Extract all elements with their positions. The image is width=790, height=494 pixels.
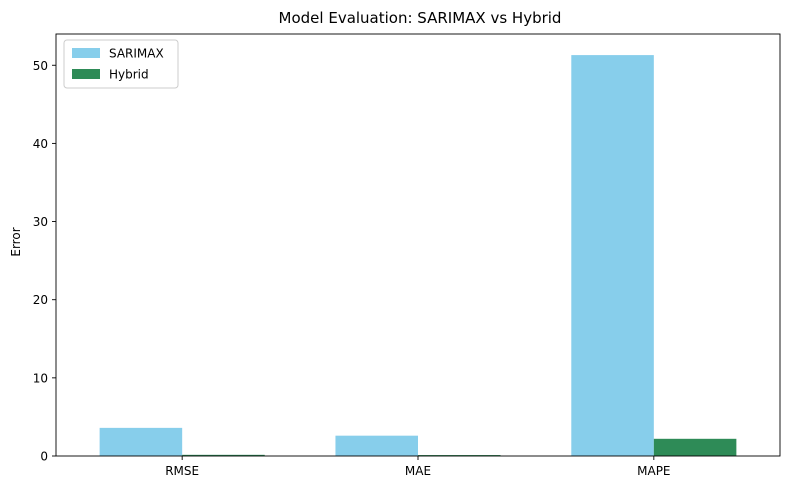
- x-tick-label-rmse: RMSE: [165, 464, 199, 478]
- bar-hybrid-rmse: [182, 454, 265, 456]
- y-axis-label: Error: [9, 227, 23, 256]
- legend-label-sarimax: SARIMAX: [109, 47, 164, 61]
- y-tick-label: 20: [33, 293, 48, 307]
- bar-hybrid-mae: [418, 455, 501, 456]
- y-tick-label: 30: [33, 215, 48, 229]
- bar-sarimax-mape: [571, 55, 654, 456]
- legend-swatch-hybrid: [72, 69, 100, 79]
- bar-sarimax-rmse: [99, 427, 183, 456]
- plot-frame: [55, 33, 781, 457]
- bar-hybrid-mape: [653, 438, 737, 456]
- bars-group: [99, 55, 737, 456]
- legend-swatch-sarimax: [72, 48, 100, 58]
- bar-sarimax-mae: [335, 435, 418, 456]
- legend: SARIMAX Hybrid: [63, 39, 179, 89]
- y-tick-label: 50: [33, 59, 48, 73]
- axes-group: 0 10 20 30 40 50 RMSE MAE MAPE: [33, 33, 781, 478]
- legend-label-hybrid: Hybrid: [109, 68, 149, 82]
- y-tick-label: 40: [33, 137, 48, 151]
- chart-title: Model Evaluation: SARIMAX vs Hybrid: [279, 9, 562, 27]
- x-tick-label-mae: MAE: [405, 464, 431, 478]
- y-tick-label: 10: [33, 371, 48, 385]
- x-tick-label-mape: MAPE: [637, 464, 670, 478]
- y-tick-label: 0: [40, 450, 48, 464]
